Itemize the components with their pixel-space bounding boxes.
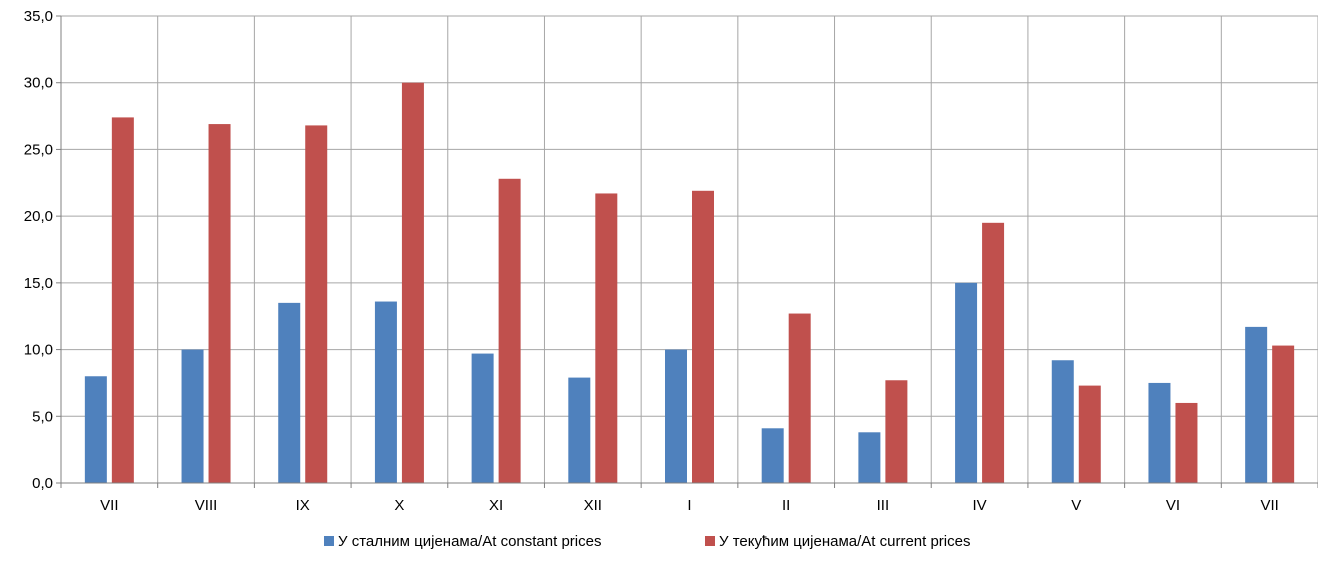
bar-current-prices (982, 222, 1005, 484)
x-tick-label: IX (296, 497, 310, 514)
bar-current-prices (498, 178, 521, 484)
x-tick-label: VII (100, 497, 118, 514)
bar-constant-prices (858, 432, 881, 483)
legend: У сталним цијенама/At constant prices У т… (324, 533, 970, 550)
y-tick-label: 10,0 (24, 342, 53, 359)
bar-current-prices (1272, 345, 1295, 483)
x-tick-label: V (1071, 497, 1081, 514)
bar-constant-prices (1245, 326, 1268, 483)
y-tick-label: 25,0 (24, 141, 53, 158)
bar-current-prices (401, 82, 424, 483)
bar-current-prices (595, 193, 618, 483)
y-tick-label: 20,0 (24, 208, 53, 225)
x-tick-labels: VII VIII IX X XI XII I II III IV V VI VII (100, 497, 1279, 514)
bar-constant-prices (1051, 360, 1074, 483)
bar-current-prices (788, 313, 811, 483)
y-tick-label: 15,0 (24, 275, 53, 292)
legend-swatch (705, 536, 715, 546)
bar-constant-prices (278, 302, 301, 483)
bar-current-prices (208, 124, 231, 483)
x-tick-label: I (687, 497, 691, 514)
bar-constant-prices (471, 353, 494, 483)
axes (56, 15, 1318, 488)
legend-label: У текућим цијенама/At current prices (719, 533, 970, 550)
x-tick-label: VI (1166, 497, 1180, 514)
x-tick-label: IV (972, 497, 986, 514)
x-tick-label: VIII (195, 497, 218, 514)
x-tick-label: X (394, 497, 404, 514)
bar-constant-prices (181, 349, 204, 483)
bar-constant-prices (665, 349, 687, 483)
y-tick-label: 5,0 (32, 408, 53, 425)
bar-constant-prices (955, 282, 978, 483)
legend-swatch (324, 536, 334, 546)
x-tick-label: XI (489, 497, 503, 514)
bar-constant-prices (761, 428, 784, 483)
bar-constant-prices (84, 376, 107, 483)
gridlines (61, 15, 1318, 483)
legend-label: У сталним цијенама/At constant prices (338, 533, 601, 550)
x-tick-label: VII (1260, 497, 1278, 514)
y-tick-label: 0,0 (32, 475, 53, 492)
bar-constant-prices (1148, 382, 1171, 483)
bars (84, 82, 1295, 484)
y-tick-labels: 0,0 5,0 10,0 15,0 20,0 25,0 30,0 35,0 (24, 8, 53, 492)
y-tick-label: 35,0 (24, 8, 53, 25)
x-tick-label: III (877, 497, 890, 514)
bar-current-prices (885, 380, 908, 483)
x-tick-label: II (782, 497, 790, 514)
bar-constant-prices (374, 301, 397, 483)
bar-current-prices (692, 190, 714, 483)
bar-current-prices (111, 117, 134, 484)
bar-constant-prices (568, 377, 591, 483)
bar-current-prices (1078, 385, 1101, 483)
x-tick-label: XII (584, 497, 602, 514)
bar-current-prices (1175, 402, 1198, 483)
y-tick-label: 30,0 (24, 75, 53, 92)
bar-current-prices (305, 125, 328, 483)
